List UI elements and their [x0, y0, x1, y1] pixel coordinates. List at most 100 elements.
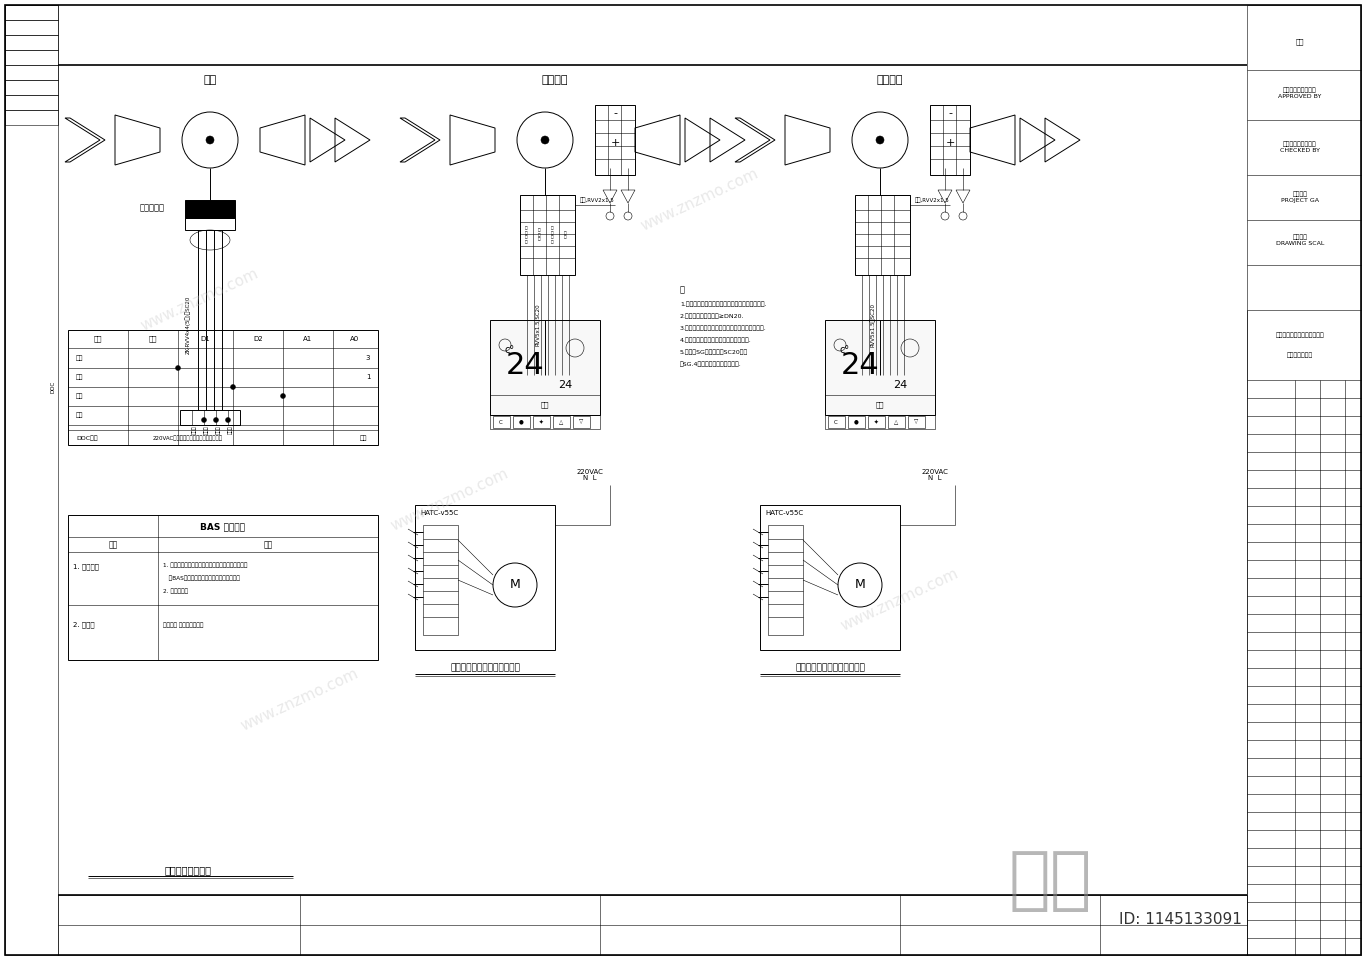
Text: 24: 24: [893, 380, 907, 390]
Text: C: C: [835, 419, 837, 425]
Text: c°: c°: [505, 345, 515, 355]
Bar: [930, 105, 970, 175]
Text: 变更: 变更: [1296, 38, 1305, 45]
Bar: [520, 195, 575, 275]
Bar: [5, 5, 57, 20]
Bar: [184, 200, 235, 218]
Text: 24: 24: [557, 380, 572, 390]
Text: 三速风机: 三速风机: [542, 75, 568, 85]
Text: RVV5x1.5/SC20: RVV5x1.5/SC20: [535, 304, 541, 346]
Text: +: +: [611, 138, 620, 148]
Text: 通断: 通断: [76, 355, 83, 361]
Text: 状态线: 状态线: [216, 426, 221, 434]
Text: 系统: 系统: [108, 541, 117, 550]
Circle shape: [280, 393, 285, 399]
Text: 启停: 启停: [149, 336, 157, 342]
Bar: [825, 320, 934, 415]
Text: HATC-v55C: HATC-v55C: [765, 510, 803, 516]
Text: 220VAC
N  L: 220VAC N L: [922, 469, 948, 481]
Circle shape: [206, 136, 214, 144]
Bar: [5, 80, 57, 95]
Bar: [5, 110, 57, 125]
Text: ID: 1145133091: ID: 1145133091: [1119, 913, 1242, 927]
Text: ▽: ▽: [914, 419, 918, 425]
Circle shape: [225, 417, 231, 423]
Bar: [828, 416, 846, 428]
Text: 弱电,RVV2x1.5: 弱电,RVV2x1.5: [581, 198, 615, 202]
Bar: [5, 50, 57, 65]
Text: 知未: 知未: [1008, 847, 1091, 914]
Bar: [184, 218, 235, 230]
Text: DOC: DOC: [51, 381, 56, 393]
Bar: [596, 105, 635, 175]
Circle shape: [175, 365, 180, 370]
Text: A0: A0: [350, 336, 359, 342]
Text: 阀
门
控
制: 阀 门 控 制: [550, 226, 553, 244]
Text: BAS 监控内容: BAS 监控内容: [201, 523, 246, 531]
Text: 1.风机盘管安装前需留量好十电源插座位置及数量.: 1.风机盘管安装前需留量好十电源插座位置及数量.: [680, 301, 766, 307]
Text: 触控: 触控: [541, 402, 549, 409]
Text: A1: A1: [303, 336, 313, 342]
Bar: [423, 525, 458, 635]
Text: www.znzmo.com: www.znzmo.com: [839, 566, 962, 634]
Bar: [5, 65, 57, 80]
Text: 弱电,RVV2x1.5: 弱电,RVV2x1.5: [915, 198, 949, 202]
Text: 状态: 状态: [76, 374, 83, 380]
Text: HATC-v55C: HATC-v55C: [419, 510, 458, 516]
Text: 设计审核
PROJECT GA: 设计审核 PROJECT GA: [1281, 191, 1320, 202]
Text: ✦: ✦: [538, 419, 544, 425]
Text: D1: D1: [201, 336, 210, 342]
Text: 通断: 通断: [94, 336, 102, 342]
Bar: [1247, 5, 1361, 955]
Bar: [514, 416, 530, 428]
Text: 触控: 触控: [876, 402, 884, 409]
Text: 2. 温控器控制: 2. 温控器控制: [163, 588, 189, 594]
Bar: [490, 320, 600, 415]
Text: 楼宇暖通空调自控系统网络图: 楼宇暖通空调自控系统网络图: [1276, 332, 1325, 338]
Bar: [57, 895, 1247, 955]
Text: 3.进若有管道式温度传感器，且若配有温控仪接线.: 3.进若有管道式温度传感器，且若配有温控仪接线.: [680, 325, 766, 331]
Text: c°: c°: [840, 345, 850, 355]
Text: 三速风机: 三速风机: [877, 75, 903, 85]
Text: 温度: 温度: [76, 412, 83, 418]
Text: 220VAC，由机组，根据机组控制要求配线: 220VAC，由机组，根据机组控制要求配线: [153, 435, 223, 441]
Text: 机组: 机组: [359, 435, 366, 441]
Bar: [768, 525, 803, 635]
Text: ▽: ▽: [579, 419, 583, 425]
Text: 风
速
中: 风 速 中: [538, 228, 540, 242]
Circle shape: [231, 385, 235, 389]
Bar: [5, 35, 57, 50]
Text: ZK-RVV4x4(5芯)穿SC20: ZK-RVV4x4(5芯)穿SC20: [186, 295, 191, 354]
Text: 220VAC
N  L: 220VAC N L: [576, 469, 604, 481]
Text: RVV5x1.5穿SC20: RVV5x1.5穿SC20: [870, 303, 876, 347]
Bar: [5, 95, 57, 110]
Text: 两管制风机盘管控制及接线图: 两管制风机盘管控制及接线图: [449, 664, 520, 672]
Text: 控制: 控制: [264, 541, 273, 550]
Text: 5.温控仪SG电源，使用SC20穿线: 5.温控仪SG电源，使用SC20穿线: [680, 349, 749, 355]
Bar: [490, 415, 600, 429]
Text: △: △: [893, 419, 897, 425]
Text: 风机盘管 风机、阀门控制: 风机盘管 风机、阀门控制: [163, 622, 204, 628]
Text: M: M: [510, 578, 520, 592]
Bar: [825, 415, 934, 429]
Circle shape: [213, 417, 219, 423]
Bar: [533, 416, 550, 428]
Text: www.znzmo.com: www.znzmo.com: [389, 466, 511, 534]
Text: 风机: 风机: [204, 75, 217, 85]
Text: 1. 风机启停、运行状态、故障报警及手自动状态监测: 1. 风机启停、运行状态、故障报警及手自动状态监测: [163, 562, 247, 568]
Text: 24: 24: [840, 350, 880, 380]
Text: 2.风机盘管电源线管径≥DN20.: 2.风机盘管电源线管径≥DN20.: [680, 314, 744, 318]
Bar: [68, 515, 378, 660]
Text: 控制线: 控制线: [204, 426, 209, 434]
Bar: [888, 416, 906, 428]
Text: 故障: 故障: [76, 393, 83, 399]
Circle shape: [541, 136, 549, 144]
Text: 四管制风机盘管控制及接线图: 四管制风机盘管控制及接线图: [795, 664, 865, 672]
Text: C: C: [499, 419, 503, 425]
Text: www.znzmo.com: www.znzmo.com: [639, 166, 761, 234]
Circle shape: [876, 136, 884, 144]
Text: （BAS功能，实现对风机运行状态的监测）: （BAS功能，实现对风机运行状态的监测）: [163, 575, 240, 581]
Text: 故
障: 故 障: [564, 231, 567, 240]
Text: www.znzmo.com: www.znzmo.com: [239, 667, 361, 734]
Text: 比例尺寸
DRAWING SCAL: 比例尺寸 DRAWING SCAL: [1276, 234, 1324, 246]
